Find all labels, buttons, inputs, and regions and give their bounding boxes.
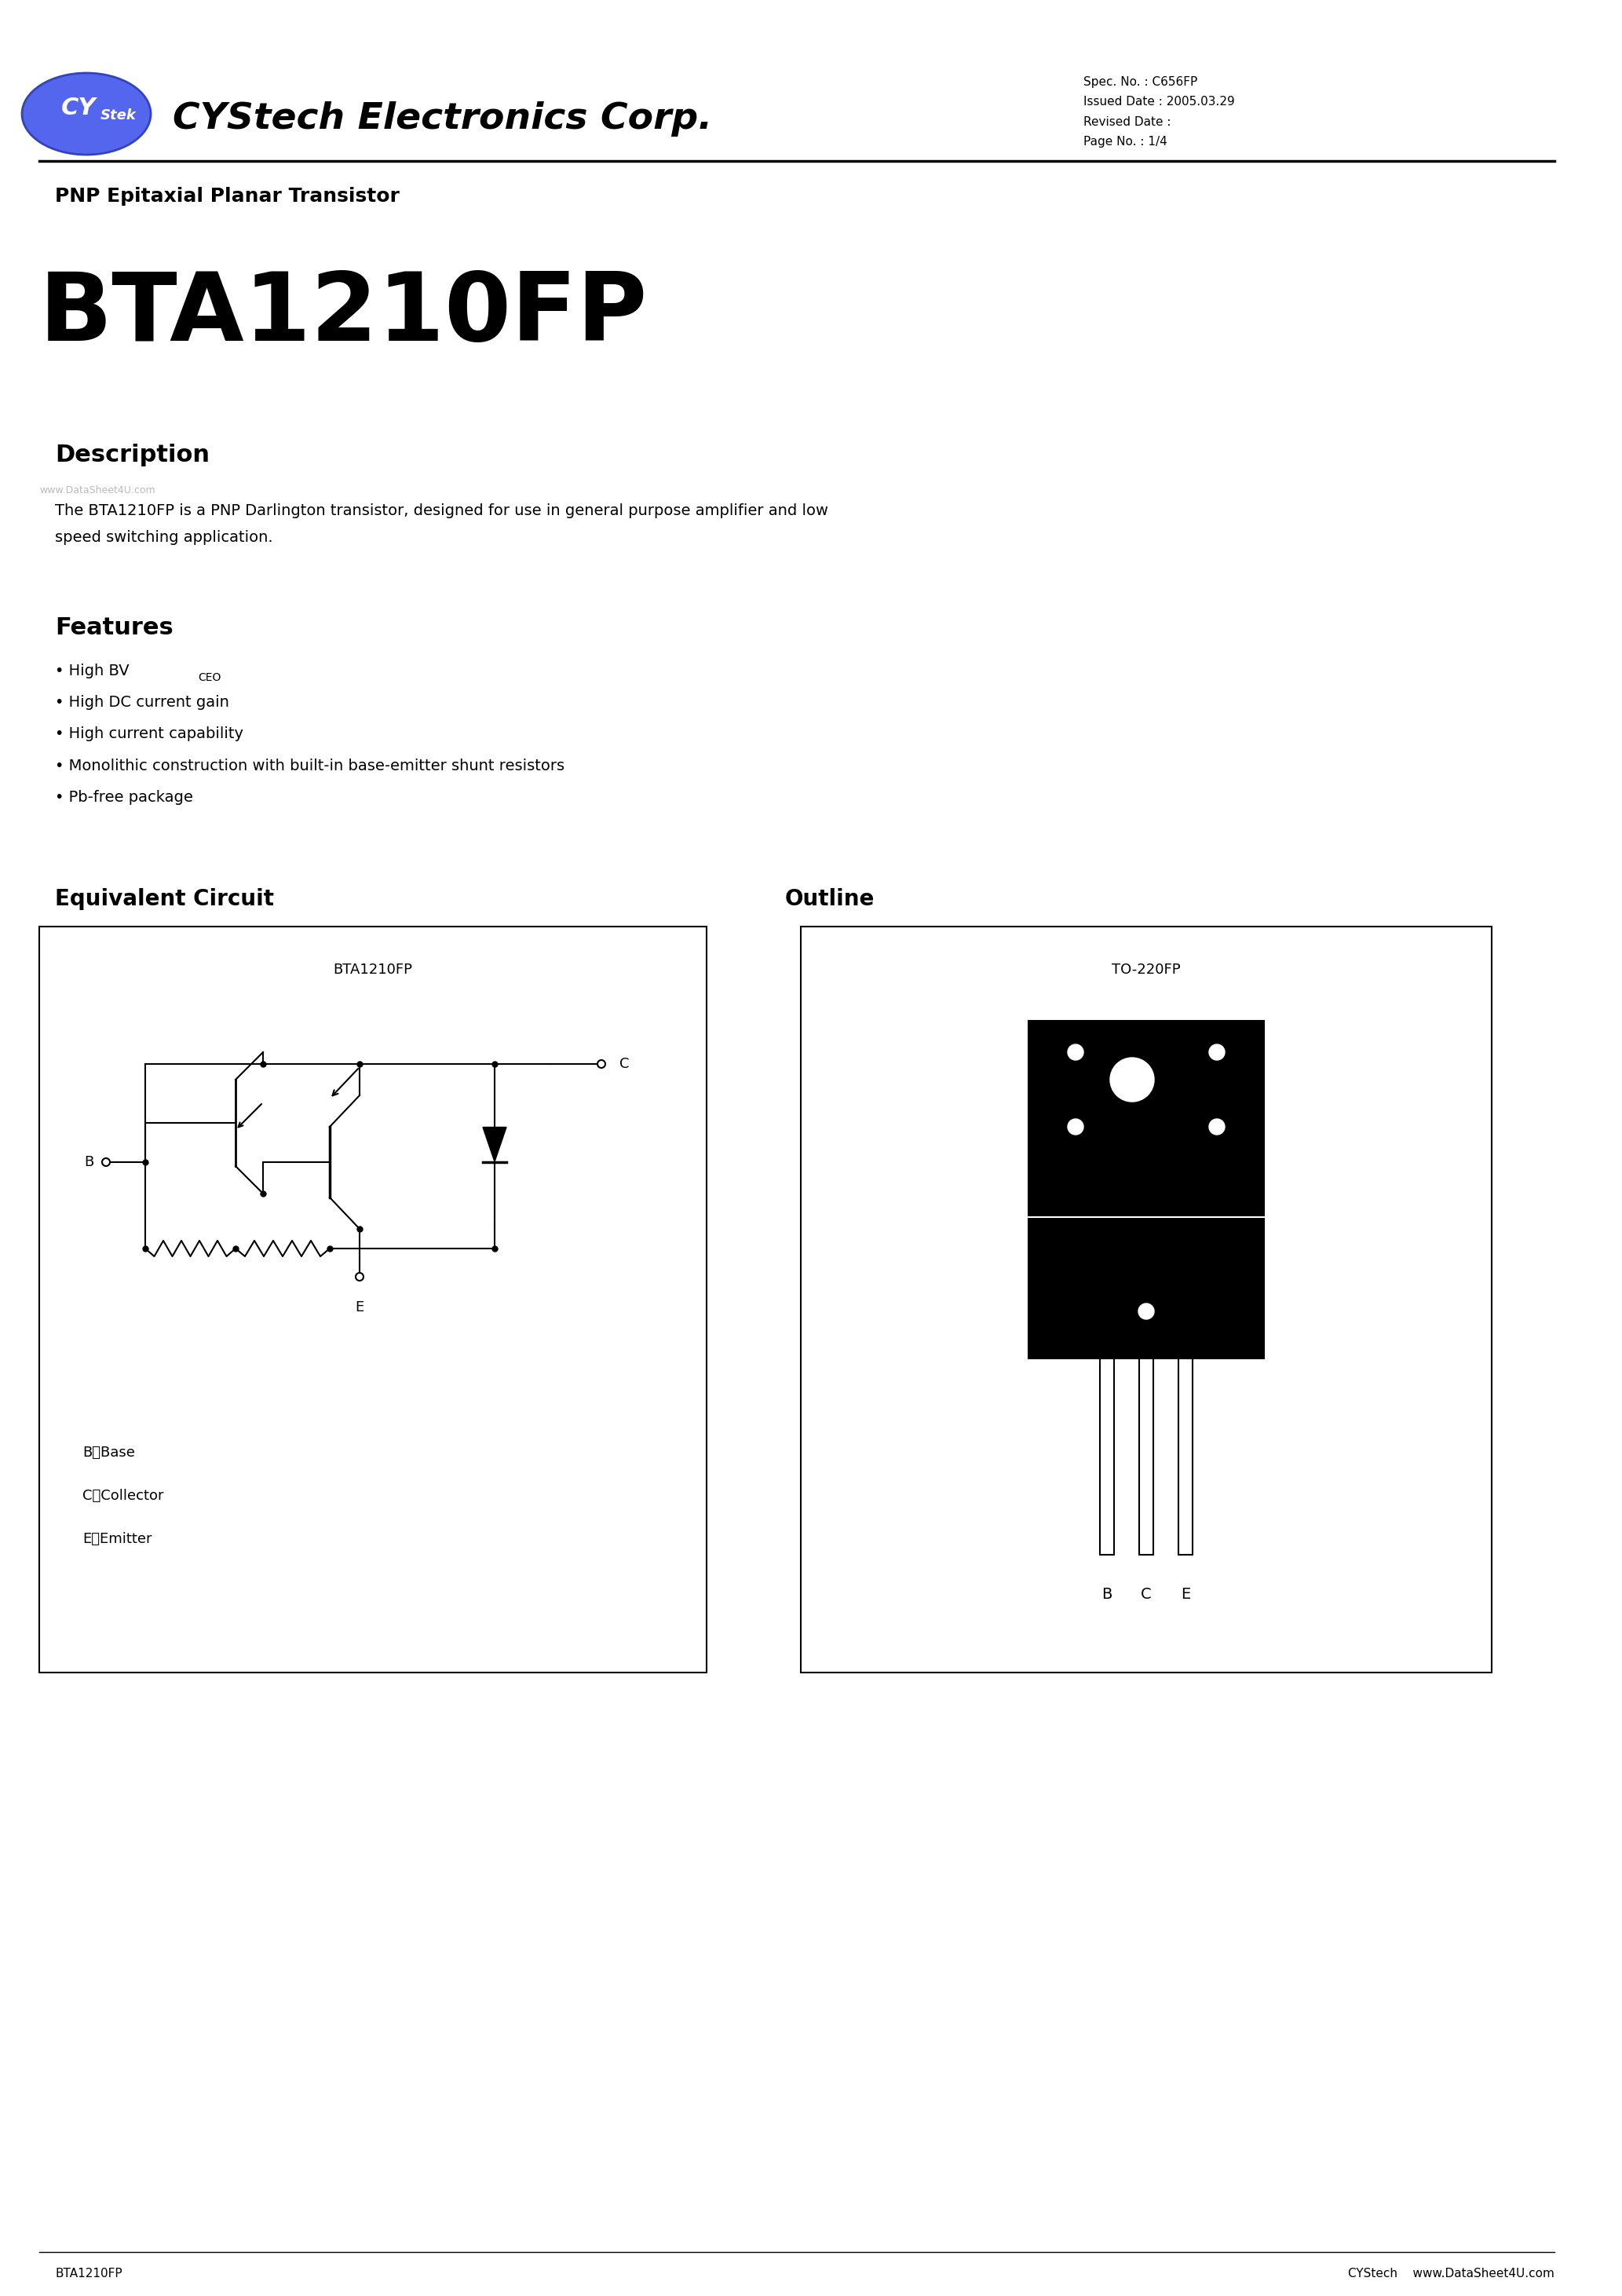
Text: Description: Description bbox=[55, 443, 209, 466]
Bar bbox=[1139, 1359, 1153, 1554]
Circle shape bbox=[1109, 1058, 1155, 1102]
Text: E：Emitter: E：Emitter bbox=[83, 1531, 152, 1545]
Text: The BTA1210FP is a PNP Darlington transistor, designed for use in general purpos: The BTA1210FP is a PNP Darlington transi… bbox=[55, 503, 829, 519]
Bar bbox=[801, 928, 1492, 1671]
Text: speed switching application.: speed switching application. bbox=[55, 530, 272, 546]
Circle shape bbox=[597, 1061, 605, 1068]
Circle shape bbox=[1139, 1304, 1155, 1320]
Bar bbox=[1179, 1359, 1192, 1554]
Text: Equivalent Circuit: Equivalent Circuit bbox=[55, 889, 274, 909]
Text: BTA1210FP: BTA1210FP bbox=[55, 2268, 122, 2280]
Text: B：Base: B：Base bbox=[83, 1446, 135, 1460]
Text: Issued Date : 2005.03.29: Issued Date : 2005.03.29 bbox=[1083, 96, 1234, 108]
Text: Revised Date :: Revised Date : bbox=[1083, 115, 1171, 129]
Text: PNP Epitaxial Planar Transistor: PNP Epitaxial Planar Transistor bbox=[55, 186, 399, 207]
Text: • Pb-free package: • Pb-free package bbox=[55, 790, 193, 804]
Text: CYStech Electronics Corp.: CYStech Electronics Corp. bbox=[172, 101, 712, 138]
Circle shape bbox=[102, 1157, 110, 1166]
Text: CEO: CEO bbox=[198, 673, 221, 684]
Text: CYStech    www.DataSheet4U.com: CYStech www.DataSheet4U.com bbox=[1348, 2268, 1554, 2280]
Circle shape bbox=[1067, 1045, 1083, 1061]
Text: B: B bbox=[1101, 1587, 1113, 1603]
Text: E: E bbox=[1181, 1587, 1191, 1603]
Text: www.DataSheet4U.com: www.DataSheet4U.com bbox=[39, 487, 156, 496]
Text: B: B bbox=[84, 1155, 94, 1169]
Bar bbox=[1028, 1217, 1264, 1359]
Circle shape bbox=[1067, 1118, 1083, 1134]
Text: Page No. : 1/4: Page No. : 1/4 bbox=[1083, 135, 1168, 147]
Bar bbox=[1100, 1359, 1114, 1554]
Circle shape bbox=[1208, 1045, 1225, 1061]
Text: TO-220FP: TO-220FP bbox=[1111, 962, 1181, 976]
Text: CY: CY bbox=[62, 96, 96, 119]
Text: • Monolithic construction with built-in base-emitter shunt resistors: • Monolithic construction with built-in … bbox=[55, 758, 564, 774]
Polygon shape bbox=[483, 1127, 506, 1162]
Text: C: C bbox=[1140, 1587, 1152, 1603]
Text: • High BV: • High BV bbox=[55, 664, 130, 680]
Circle shape bbox=[1208, 1118, 1225, 1134]
Text: Features: Features bbox=[55, 618, 174, 641]
Text: C: C bbox=[620, 1056, 629, 1070]
Bar bbox=[39, 928, 707, 1671]
Text: • High current capability: • High current capability bbox=[55, 728, 243, 742]
Text: C：Collector: C：Collector bbox=[83, 1488, 164, 1504]
Ellipse shape bbox=[23, 73, 151, 154]
Text: BTA1210FP: BTA1210FP bbox=[39, 269, 647, 360]
Text: • High DC current gain: • High DC current gain bbox=[55, 696, 229, 709]
Text: Spec. No. : C656FP: Spec. No. : C656FP bbox=[1083, 76, 1197, 87]
Text: E: E bbox=[355, 1300, 363, 1316]
Text: Outline: Outline bbox=[785, 889, 874, 909]
Bar bbox=[1028, 1022, 1264, 1217]
Text: Stek: Stek bbox=[101, 108, 136, 122]
Circle shape bbox=[355, 1272, 363, 1281]
Text: BTA1210FP: BTA1210FP bbox=[333, 962, 412, 976]
